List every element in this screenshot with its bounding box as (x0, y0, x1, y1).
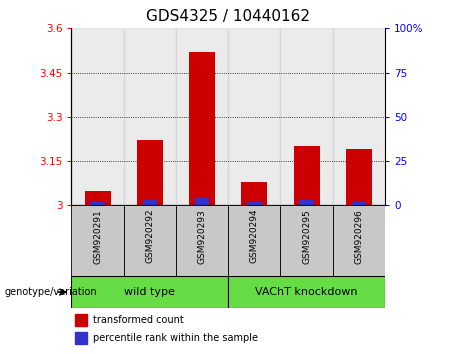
Text: GSM920296: GSM920296 (355, 209, 363, 264)
Text: GSM920293: GSM920293 (198, 209, 207, 264)
Bar (124, 28, 176, 205)
Bar (75, 332, 87, 344)
Bar (189, 52, 215, 205)
Text: GSM920291: GSM920291 (93, 209, 102, 264)
Bar (84, 190, 111, 205)
Text: GSM920295: GSM920295 (302, 209, 311, 264)
Bar (71, 276, 228, 308)
Bar (228, 276, 385, 308)
Bar (176, 205, 228, 276)
Bar (71, 205, 124, 276)
Bar (137, 141, 163, 205)
Bar (228, 205, 280, 276)
Text: GSM920292: GSM920292 (145, 209, 154, 263)
Bar (241, 182, 267, 205)
Bar (247, 202, 261, 205)
Bar (90, 202, 105, 205)
Bar (280, 205, 333, 276)
Bar (333, 205, 385, 276)
Bar (294, 146, 319, 205)
Text: genotype/variation: genotype/variation (5, 287, 97, 297)
Bar (352, 202, 366, 205)
Text: transformed count: transformed count (94, 315, 184, 325)
Bar (71, 28, 124, 205)
Bar (124, 205, 176, 276)
Bar (228, 28, 280, 205)
Bar (299, 200, 314, 205)
Title: GDS4325 / 10440162: GDS4325 / 10440162 (146, 9, 310, 24)
Bar (142, 200, 157, 205)
Bar (195, 198, 209, 205)
Bar (280, 28, 333, 205)
Text: VAChT knockdown: VAChT knockdown (255, 287, 358, 297)
Bar (75, 314, 87, 326)
Bar (333, 28, 385, 205)
Text: wild type: wild type (124, 287, 175, 297)
Bar (346, 149, 372, 205)
Bar (176, 28, 228, 205)
Text: percentile rank within the sample: percentile rank within the sample (94, 333, 259, 343)
Text: GSM920294: GSM920294 (250, 209, 259, 263)
